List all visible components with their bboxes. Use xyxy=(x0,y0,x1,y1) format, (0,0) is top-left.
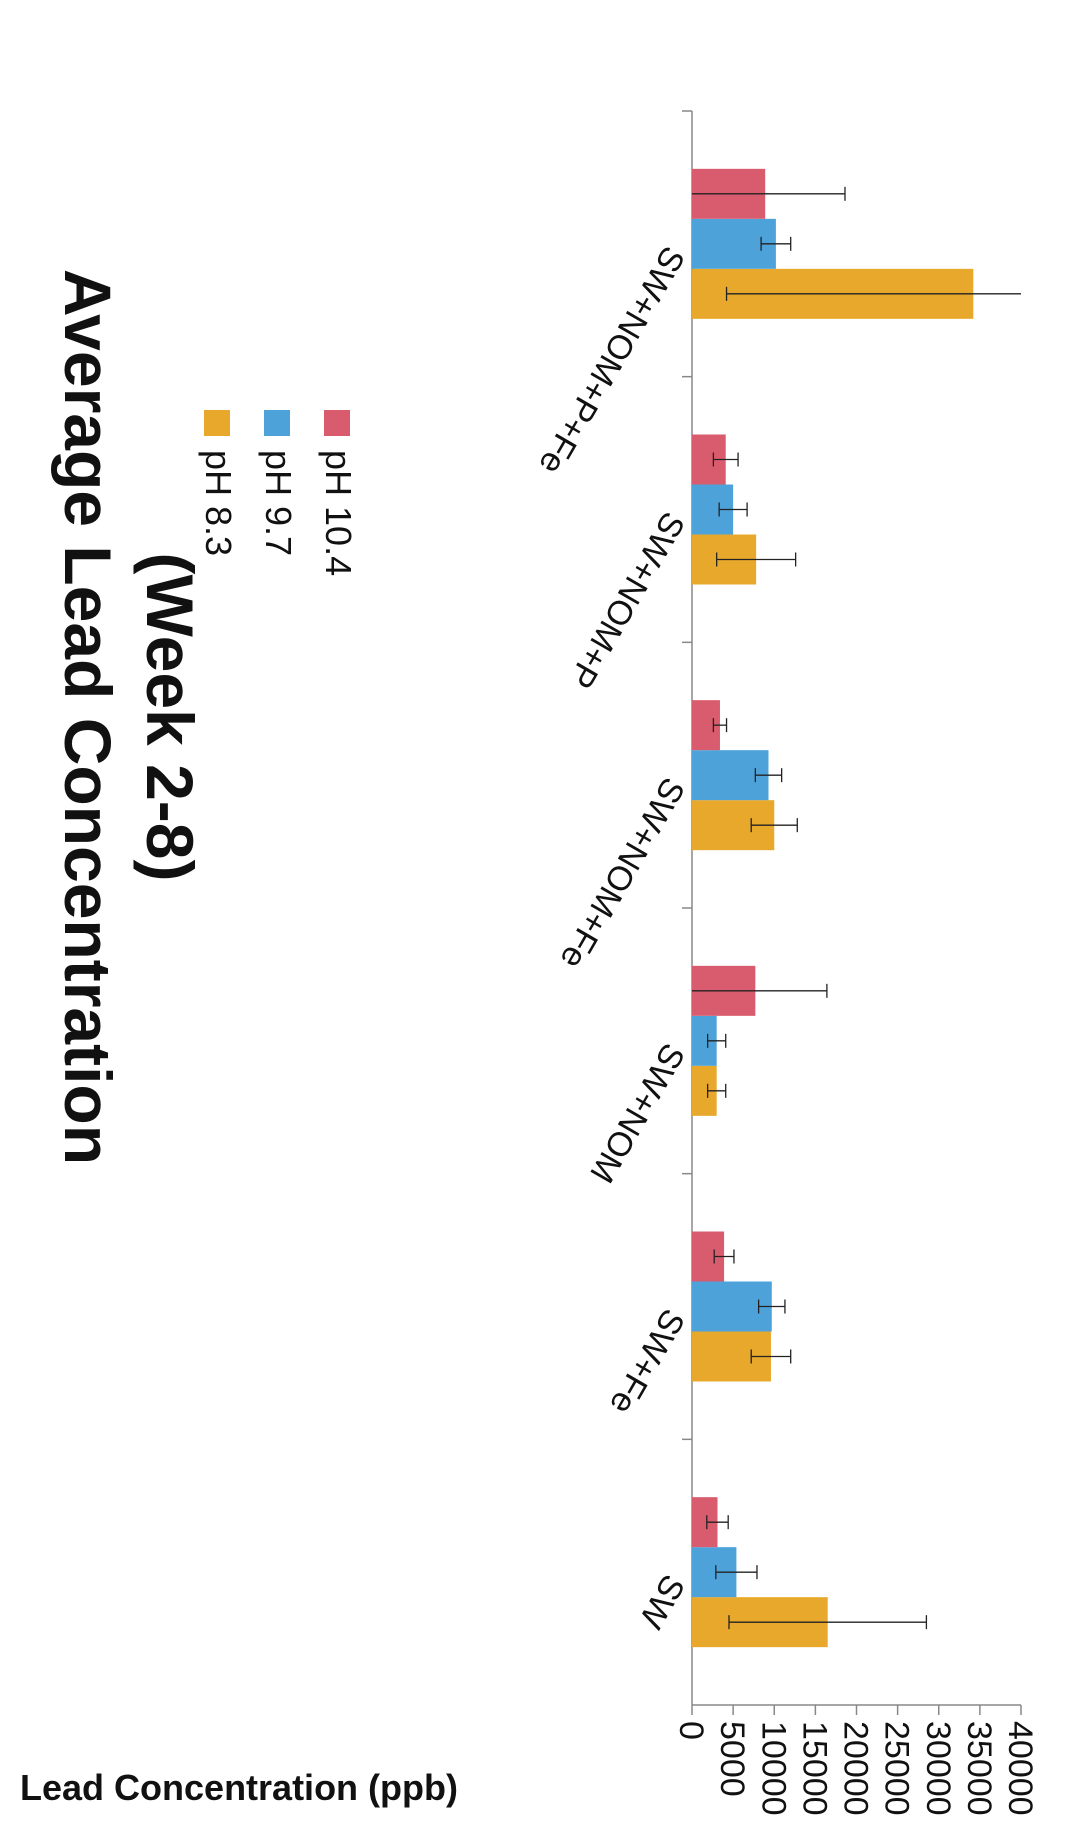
legend-label: pH 8.3 xyxy=(198,450,239,556)
legend-swatch xyxy=(204,410,230,436)
legend: pH 8.3 pH 9.7 pH 10.4 xyxy=(198,410,359,576)
bar xyxy=(691,1331,771,1382)
bar xyxy=(692,800,775,851)
legend-label: pH 9.7 xyxy=(258,450,299,556)
bar xyxy=(691,1015,717,1066)
y-tick-label: 40000 xyxy=(1001,1721,1039,1816)
category-label: SW+NOM+P+Fe xyxy=(531,240,692,481)
bar xyxy=(691,750,769,801)
bar xyxy=(692,434,726,485)
y-tick-label: 10000 xyxy=(754,1721,792,1816)
category-label: SW+NOM xyxy=(582,1037,692,1189)
bar xyxy=(692,1281,772,1332)
bars-layer xyxy=(691,168,1021,1648)
y-tick-label: 15000 xyxy=(795,1721,833,1816)
y-tick-label: 25000 xyxy=(878,1721,916,1816)
legend-label: pH 10.4 xyxy=(318,450,359,576)
y-axis-label: Lead Concentration (ppb) xyxy=(20,1767,458,1808)
bar xyxy=(691,1065,717,1116)
legend-swatch xyxy=(324,410,350,436)
bar xyxy=(691,218,776,269)
bar xyxy=(692,484,734,535)
category-label: SW+NOM+Fe xyxy=(552,771,692,975)
category-label: SW+Fe xyxy=(602,1303,692,1421)
category-label: SW+NOM+P xyxy=(561,506,692,695)
bar xyxy=(691,1497,718,1548)
y-tick-label: 5000 xyxy=(713,1721,751,1797)
chart-subtitle: (Week 2-8) xyxy=(133,553,207,882)
axes: 0 5000 10000 15000 20000 25000 30000 35000 40000… xyxy=(531,110,1039,1816)
y-tick-label: 35000 xyxy=(960,1721,998,1816)
y-tick-label: 30000 xyxy=(919,1721,957,1816)
y-tick-label: 20000 xyxy=(837,1721,875,1816)
y-tick-label: 0 xyxy=(672,1721,710,1740)
bar xyxy=(692,1547,737,1598)
category-label: SW xyxy=(632,1568,692,1634)
legend-swatch xyxy=(264,410,290,436)
bar xyxy=(691,700,720,751)
bar xyxy=(692,1231,725,1282)
chart-title-group: Average Lead Concentration (Week 2-8) xyxy=(51,269,207,1165)
chart-title: Average Lead Concentration xyxy=(51,269,125,1165)
